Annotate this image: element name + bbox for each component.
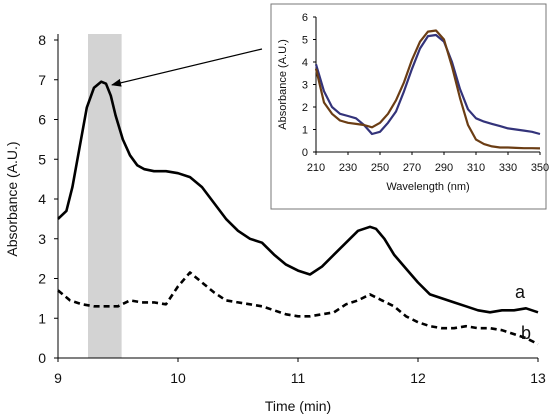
x-tick-label: 13 xyxy=(530,370,546,386)
inset-y-tick-label: 5 xyxy=(302,35,308,47)
inset-y-tick-label: 3 xyxy=(302,80,308,92)
y-axis-title: Absorbance (A.U.) xyxy=(4,141,20,256)
x-tick-label: 11 xyxy=(291,370,306,386)
y-tick-label: 6 xyxy=(38,112,46,128)
inset-y-axis-title: Absorbance (A.U.) xyxy=(277,39,289,129)
series-label-a: a xyxy=(515,282,526,302)
y-tick-label: 5 xyxy=(38,151,46,167)
inset-x-tick-label: 290 xyxy=(435,162,453,174)
y-tick-label: 8 xyxy=(38,32,46,48)
y-tick-label: 3 xyxy=(38,231,46,247)
series-line-b xyxy=(57,271,539,346)
x-tick-label: 9 xyxy=(54,370,62,386)
y-tick-label: 7 xyxy=(38,72,46,88)
y-tick-label: 2 xyxy=(38,271,46,287)
inset-x-tick-label: 310 xyxy=(467,162,485,174)
inset-x-tick-label: 350 xyxy=(531,162,549,174)
y-tick-label: 0 xyxy=(38,350,46,366)
inset-y-tick-label: 0 xyxy=(302,147,308,159)
series-line-a xyxy=(57,80,539,314)
inset-y-tick-label: 4 xyxy=(302,57,308,69)
y-tick-label: 4 xyxy=(38,191,46,207)
inset-y-tick-label: 2 xyxy=(302,102,308,114)
x-tick-label: 12 xyxy=(410,370,426,386)
inset-y-tick-label: 1 xyxy=(302,125,308,137)
inset-chart: 0 1 2 3 4 5 6 210 230 250 270 290 310 330 350 Wavelengt… xyxy=(270,3,549,210)
inset-x-tick-label: 330 xyxy=(499,162,517,174)
inset-x-tick-label: 250 xyxy=(371,162,389,174)
inset-x-axis-title: Wavelength (nm) xyxy=(386,181,469,193)
x-axis-title: Time (min) xyxy=(265,398,331,414)
inset-y-tick-label: 6 xyxy=(302,12,308,24)
inset-frame xyxy=(270,3,547,210)
y-tick-label: 1 xyxy=(38,310,46,326)
inset-x-tick-label: 230 xyxy=(339,162,357,174)
inset-x-tick-label: 210 xyxy=(307,162,325,174)
inset-x-tick-label: 270 xyxy=(403,162,421,174)
pointer-arrow xyxy=(111,48,263,87)
inset-series-line-1 xyxy=(314,33,541,136)
inset-series-line-2 xyxy=(314,29,541,150)
x-tick-label: 10 xyxy=(170,370,186,386)
series-label-b: b xyxy=(521,323,531,343)
